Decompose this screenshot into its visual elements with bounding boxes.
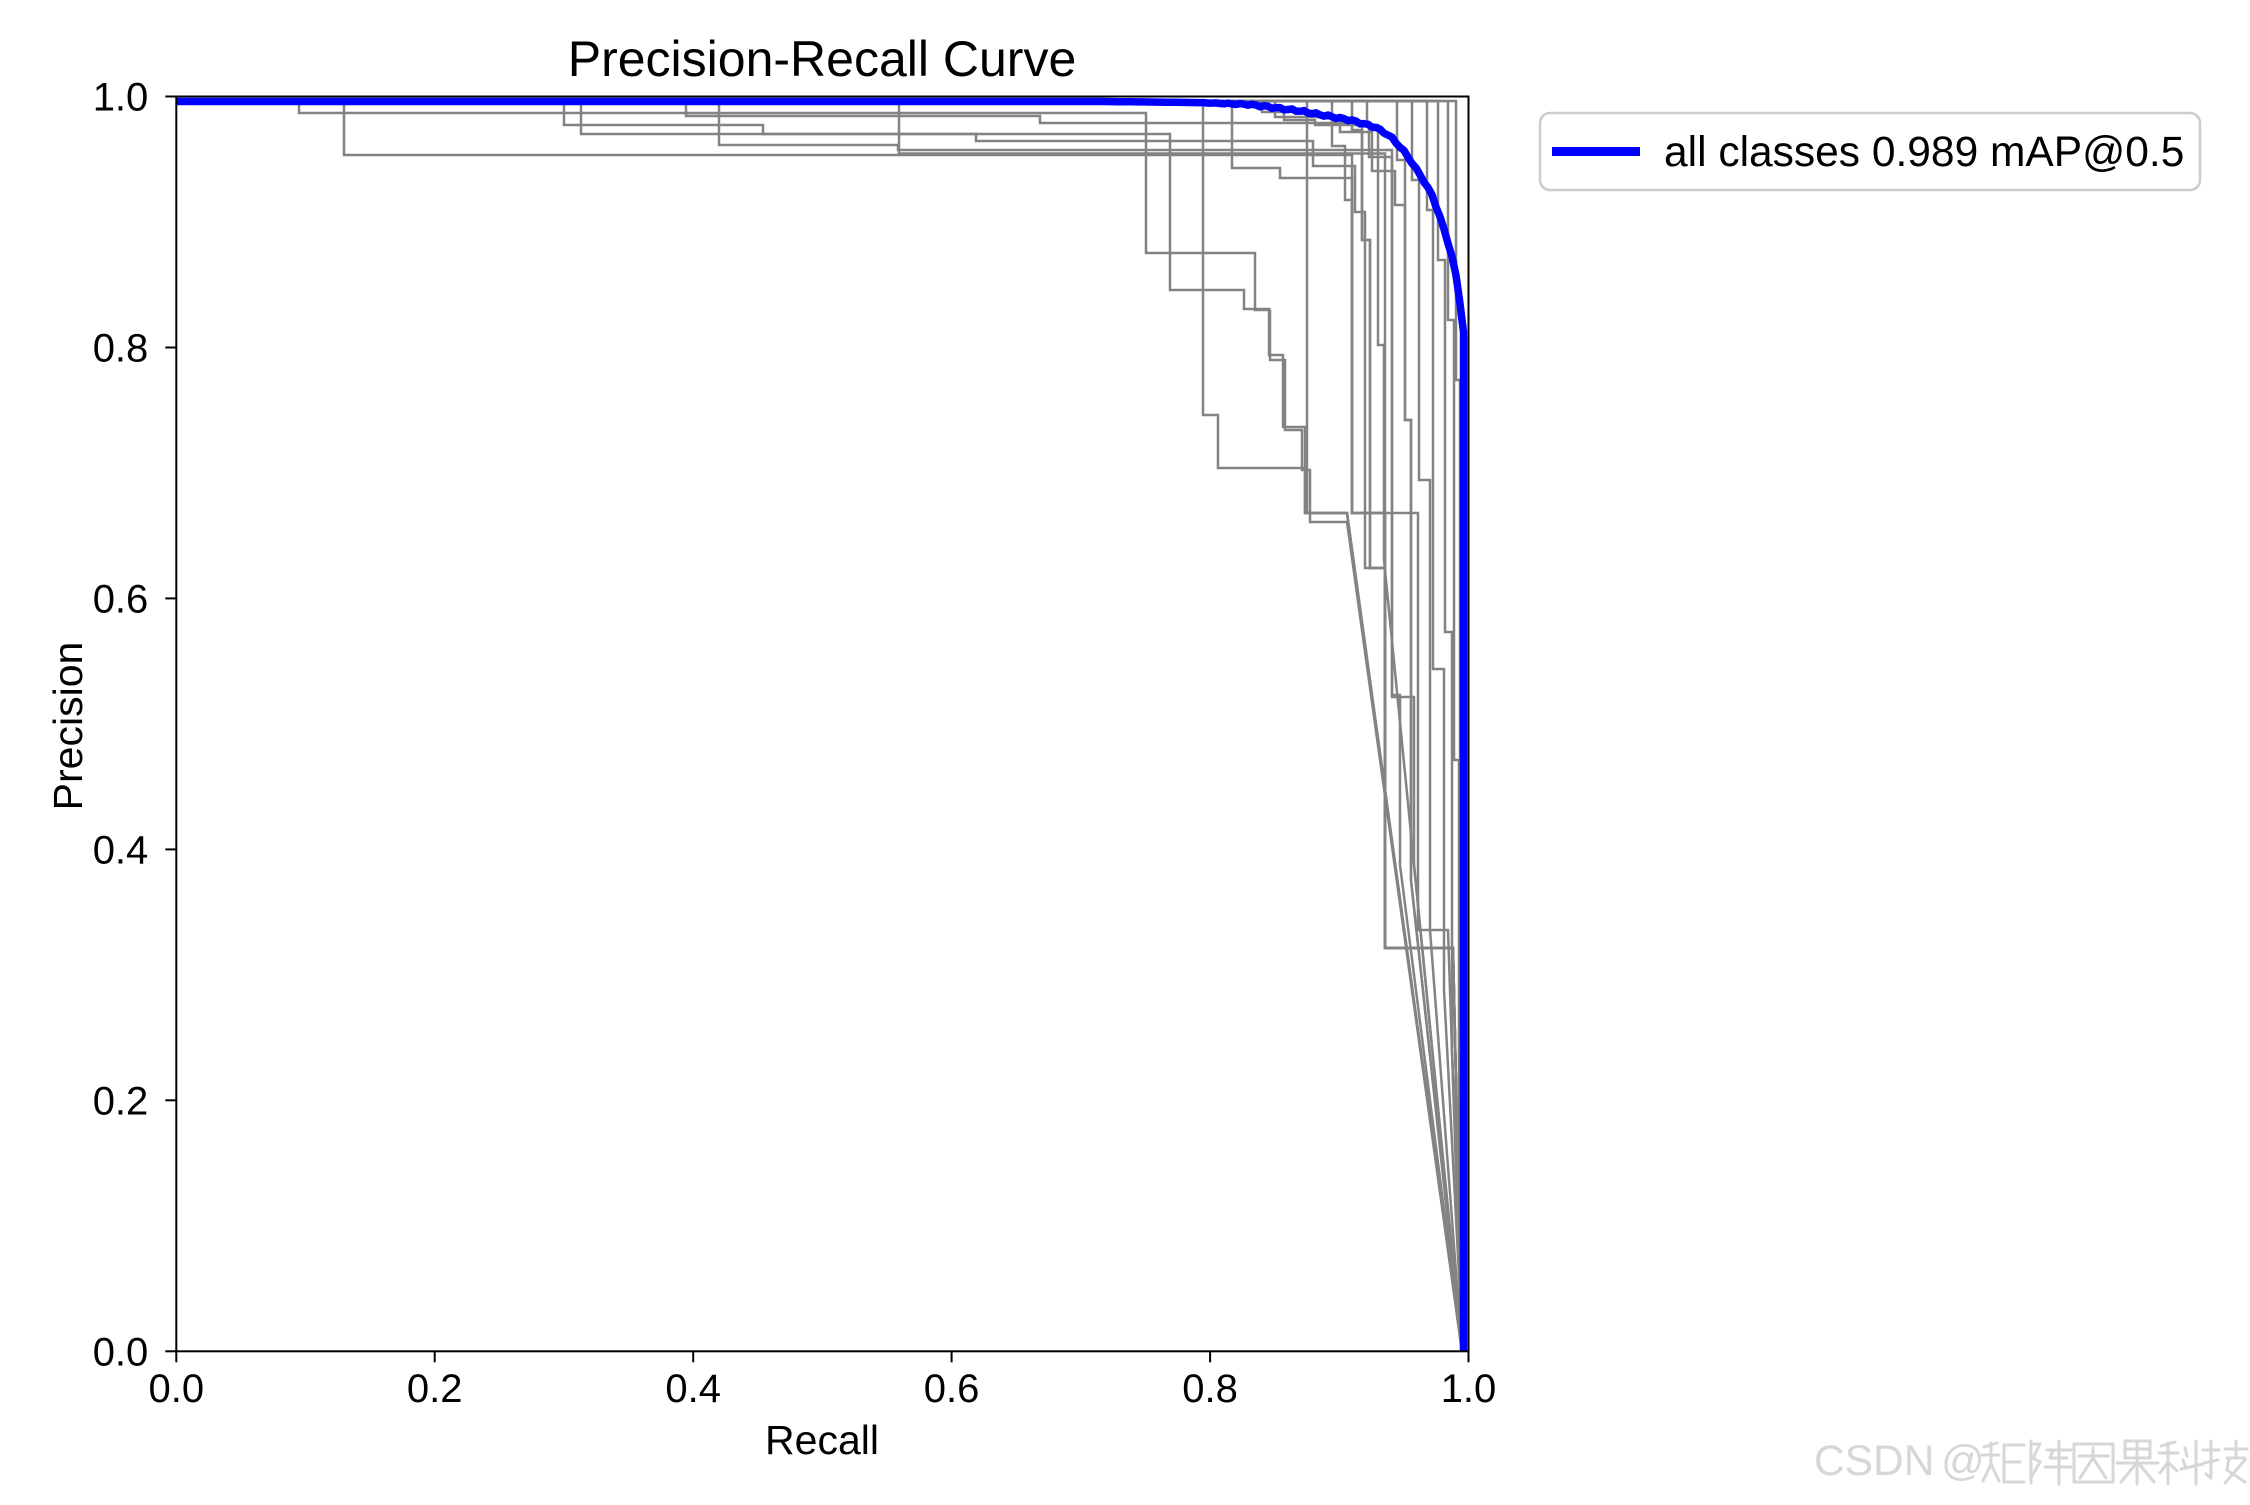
svg-text:1.0: 1.0 xyxy=(1441,1367,1497,1411)
svg-text:CSDN: CSDN xyxy=(1814,1438,1934,1485)
svg-text:all classes 0.989 mAP@0.5: all classes 0.989 mAP@0.5 xyxy=(1664,129,2184,176)
svg-text:0.2: 0.2 xyxy=(407,1367,463,1411)
svg-text:@: @ xyxy=(1941,1437,1985,1485)
svg-text:0.2: 0.2 xyxy=(93,1079,149,1123)
svg-text:0.0: 0.0 xyxy=(148,1367,204,1411)
svg-text:Precision: Precision xyxy=(45,642,91,811)
svg-text:Recall: Recall xyxy=(765,1417,879,1463)
svg-text:0.6: 0.6 xyxy=(93,577,149,621)
svg-text:0.4: 0.4 xyxy=(93,828,149,872)
svg-text:0.6: 0.6 xyxy=(924,1367,980,1411)
svg-text:1.0: 1.0 xyxy=(93,76,149,120)
svg-text:0.8: 0.8 xyxy=(1182,1367,1238,1411)
svg-text:0.8: 0.8 xyxy=(93,327,149,371)
svg-text:Precision-Recall Curve: Precision-Recall Curve xyxy=(568,31,1077,87)
svg-text:0.0: 0.0 xyxy=(93,1330,149,1374)
svg-text:0.4: 0.4 xyxy=(665,1367,721,1411)
